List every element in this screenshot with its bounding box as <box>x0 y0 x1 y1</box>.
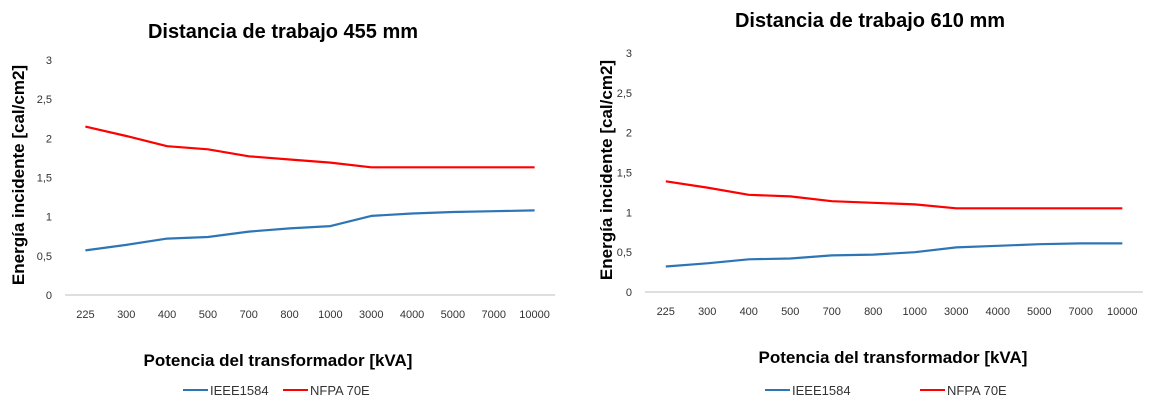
y-tick-label: 1,5 <box>37 173 52 185</box>
y-tick-label: 1,5 <box>617 168 632 180</box>
x-tick-label: 700 <box>823 306 841 318</box>
x-axis-title: Potencia del transformador [kVA] <box>144 351 413 370</box>
y-tick-label: 0 <box>626 287 632 299</box>
x-tick-label: 300 <box>117 309 135 321</box>
x-tick-label: 225 <box>76 309 94 321</box>
chart-610mm: Distancia de trabajo 610 mm Energía inci… <box>597 10 1143 398</box>
y-tick-label: 3 <box>46 55 52 67</box>
chart-455mm: Distancia de trabajo 455 mm Energía inci… <box>9 21 555 398</box>
chart-title: Distancia de trabajo 455 mm <box>148 21 418 43</box>
x-axis-title: Potencia del transformador [kVA] <box>759 348 1028 367</box>
x-tick-label: 500 <box>781 306 799 318</box>
legend-label-ieee1584: IEEE1584 <box>210 383 269 398</box>
series-lines <box>665 180 1123 268</box>
y-axis-title: Energía incidente [cal/cm2] <box>9 65 28 285</box>
x-tick-label: 225 <box>657 306 675 318</box>
legend-label-nfpa70e: NFPA 70E <box>310 383 370 398</box>
x-tick-label: 1000 <box>318 309 342 321</box>
x-tick-label: 400 <box>740 306 758 318</box>
x-tick-label: 5000 <box>441 309 465 321</box>
series-lines <box>85 125 535 252</box>
y-tick-label: 2,5 <box>617 88 632 100</box>
x-tick-label: 7000 <box>482 309 506 321</box>
x-tick-label: 3000 <box>944 306 968 318</box>
y-tick-label: 1 <box>46 212 52 224</box>
y-tick-label: 0 <box>46 290 52 302</box>
y-tick-label: 3 <box>626 48 632 60</box>
legend-label-nfpa70e: NFPA 70E <box>947 383 1007 398</box>
y-tick-label: 2 <box>626 128 632 140</box>
legend-label-ieee1584: IEEE1584 <box>792 383 851 398</box>
x-tick-label: 4000 <box>400 309 424 321</box>
x-ticks: 225 300 400 500 700 800 1000 3000 4000 5000 7000 10… <box>657 306 1138 318</box>
series-line-ieee1584 <box>85 209 535 252</box>
y-ticks: 0 0,5 1 1,5 2 2,5 3 <box>37 55 52 302</box>
y-axis-title: Energía incidente [cal/cm2] <box>597 60 616 280</box>
x-tick-label: 10000 <box>1107 306 1138 318</box>
series-line-ieee1584 <box>665 242 1123 268</box>
x-tick-label: 3000 <box>359 309 383 321</box>
series-line-nfpa70e <box>665 180 1123 210</box>
chart-title: Distancia de trabajo 610 mm <box>735 10 1005 32</box>
x-tick-label: 800 <box>864 306 882 318</box>
x-tick-label: 10000 <box>519 309 550 321</box>
x-tick-label: 4000 <box>986 306 1010 318</box>
x-tick-label: 500 <box>199 309 217 321</box>
x-tick-label: 7000 <box>1069 306 1093 318</box>
x-tick-label: 800 <box>280 309 298 321</box>
y-tick-label: 2,5 <box>37 94 52 106</box>
series-line-nfpa70e <box>85 125 535 169</box>
x-tick-label: 700 <box>240 309 258 321</box>
x-tick-label: 5000 <box>1027 306 1051 318</box>
x-tick-label: 300 <box>698 306 716 318</box>
y-ticks: 0 0,5 1 1,5 2 2,5 3 <box>617 48 632 299</box>
y-tick-label: 0,5 <box>617 247 632 259</box>
legend: IEEE1584 NFPA 70E <box>183 383 370 398</box>
y-tick-label: 2 <box>46 133 52 145</box>
y-tick-label: 0,5 <box>37 251 52 263</box>
y-tick-label: 1 <box>626 207 632 219</box>
x-tick-label: 1000 <box>903 306 927 318</box>
legend: IEEE1584 NFPA 70E <box>765 383 1007 398</box>
x-ticks: 225 300 400 500 700 800 1000 3000 4000 5000 7000 10… <box>76 309 550 321</box>
x-tick-label: 400 <box>158 309 176 321</box>
